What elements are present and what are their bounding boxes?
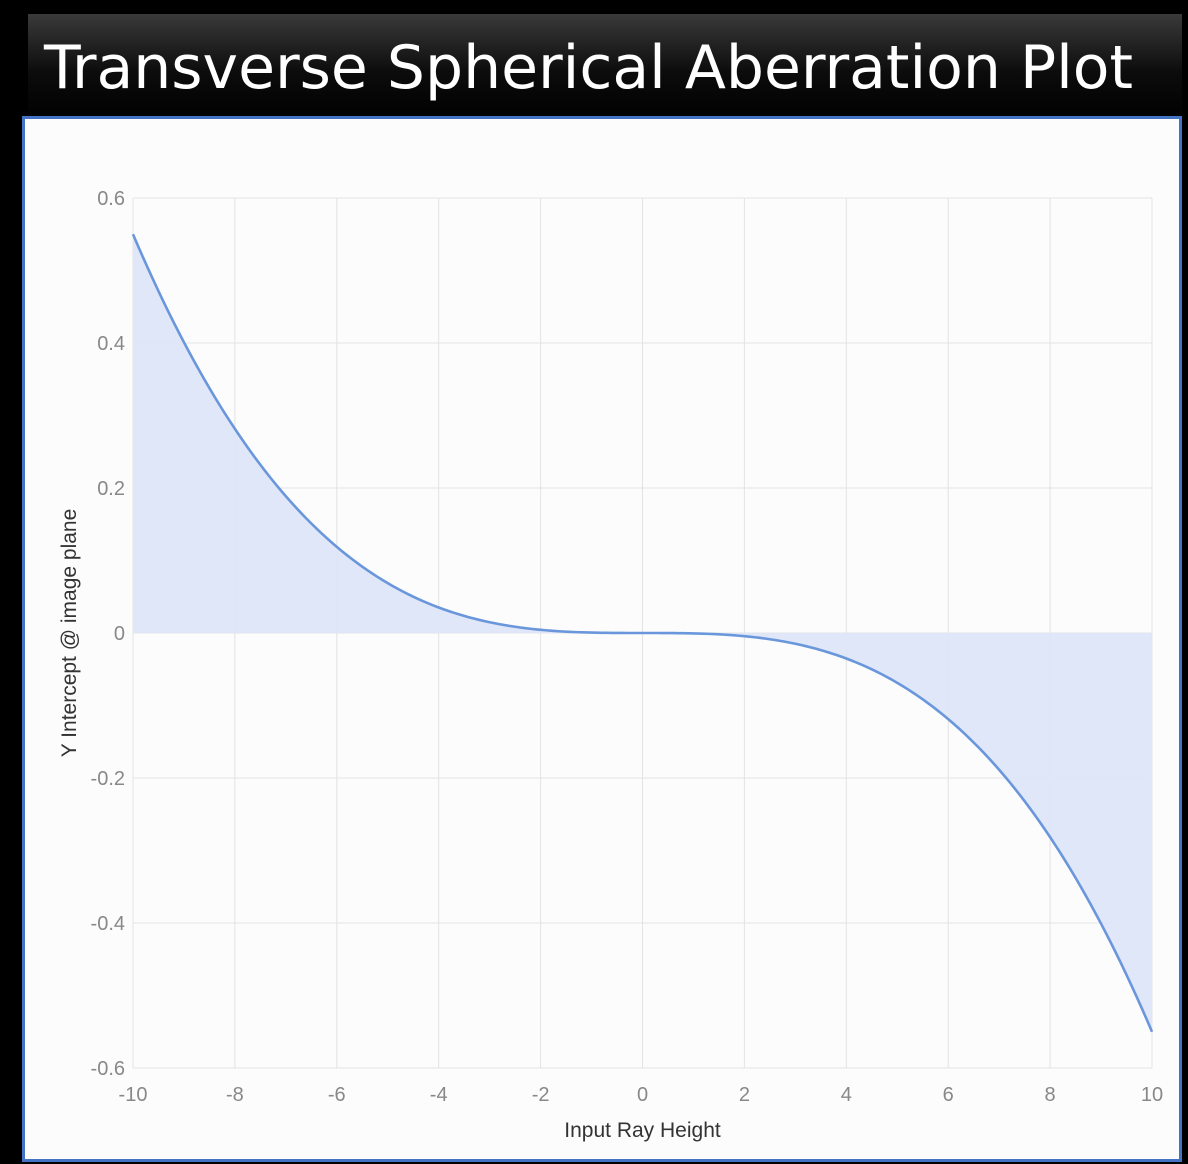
x-tick-label: -8 [226,1084,244,1106]
x-tick-label: -6 [328,1084,346,1106]
data-point [336,546,338,548]
data-point [132,233,134,235]
data-point [794,643,796,645]
data-point [1049,836,1051,838]
aberration-chart: -10 -8 -6 -4 -2 0 2 4 6 8 10 0.6 0.4 0.2 0 -0.2 -0.4 -0.… [58,188,1164,1142]
data-point [896,682,898,684]
data-point [183,341,185,343]
data-point [234,427,236,429]
y-tick-label: 0.6 [97,188,125,210]
y-tick-label: -0.2 [91,768,125,790]
x-tick-label: 0 [637,1084,648,1106]
data-point [590,631,592,633]
data-point [285,495,287,497]
data-point [438,606,440,608]
chart-panel: -10 -8 -6 -4 -2 0 2 4 6 8 10 0.6 0.4 0.2 0 -0.2 -0.4 -0.… [22,116,1182,1162]
x-tick-label: -4 [430,1084,448,1106]
data-point [743,635,745,637]
data-point [1100,923,1102,925]
data-point [539,629,541,631]
x-tick-label: 6 [943,1084,954,1106]
data-point [488,621,490,623]
data-point [641,632,643,634]
series-line [131,233,1154,1033]
data-point [845,657,847,659]
data-point [1151,1031,1153,1033]
title-bar [28,14,1182,120]
y-axis-title: Y Intercept @ image plane [58,509,81,758]
y-tick-label: 0.4 [97,333,125,355]
y-tick-labels: 0.6 0.4 0.2 0 -0.2 -0.4 -0.6 [91,188,125,1080]
y-tick-label: 0 [114,623,125,645]
x-tick-label: 4 [841,1084,852,1106]
x-tick-label: 2 [739,1084,750,1106]
slide-title: Transverse Spherical Aberration Plot [44,33,1134,103]
x-tick-labels: -10 -8 -6 -4 -2 0 2 4 6 8 10 [119,1084,1164,1106]
data-point [387,582,389,584]
data-point [947,718,949,720]
x-tick-label: 10 [1141,1084,1163,1106]
x-tick-label: 8 [1045,1084,1056,1106]
x-tick-label: -10 [119,1084,148,1106]
x-axis-title: Input Ray Height [564,1119,721,1142]
y-tick-label: -0.4 [91,913,125,935]
y-tick-label: 0.2 [97,478,125,500]
y-tick-label: -0.6 [91,1058,125,1080]
x-tick-label: -2 [532,1084,550,1106]
data-point [692,633,694,635]
data-point [998,769,1000,771]
